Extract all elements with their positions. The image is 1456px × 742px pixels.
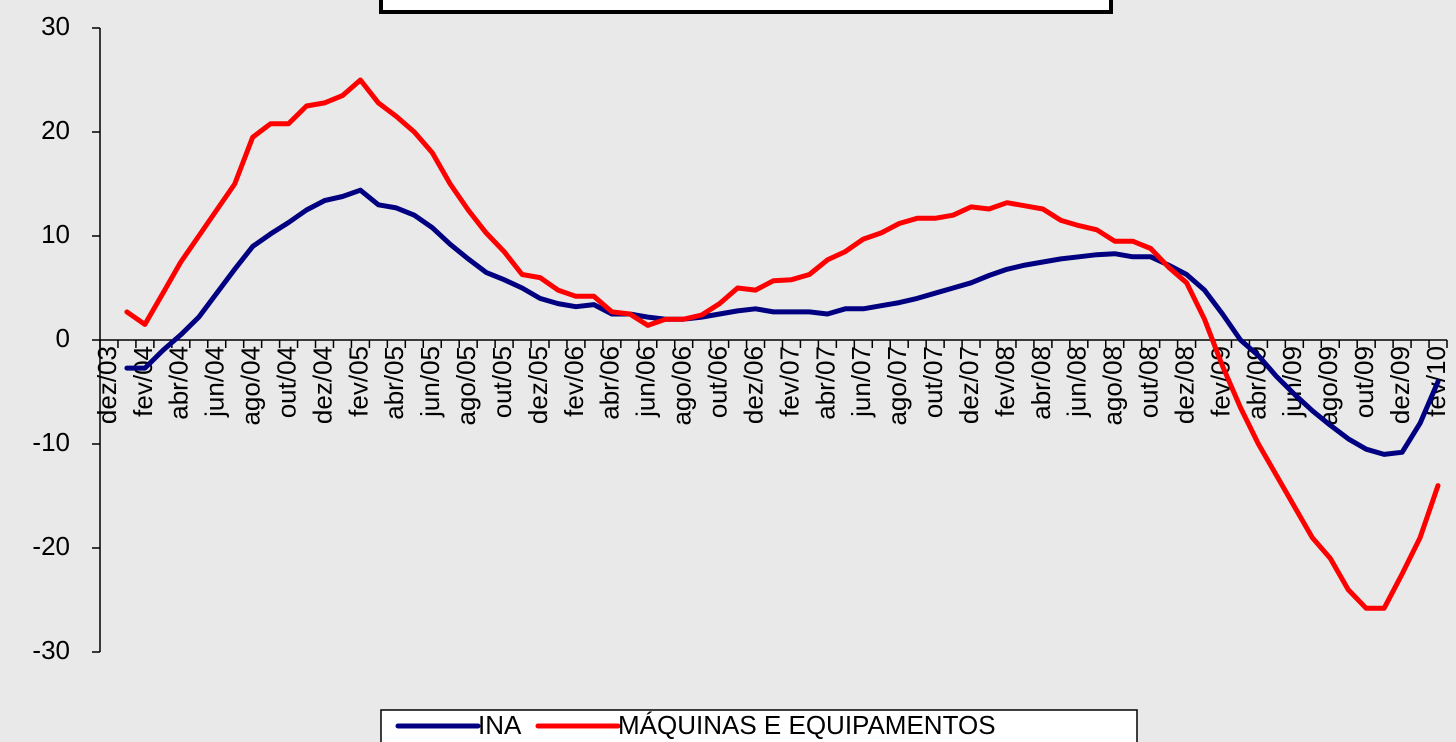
x-tick-label: fev/07 — [774, 346, 804, 417]
x-tick-label: ago/07 — [882, 346, 912, 426]
x-tick-label: jun/05 — [415, 346, 445, 418]
y-tick-label: 10 — [41, 219, 70, 249]
x-tick-label: fev/08 — [990, 346, 1020, 417]
x-tick-label: jun/04 — [200, 346, 230, 418]
x-tick-label: dez/08 — [1169, 346, 1199, 424]
x-tick-label: ago/05 — [451, 346, 481, 426]
x-tick-label: out/05 — [487, 346, 517, 418]
x-tick-label: abr/09 — [1241, 346, 1271, 420]
legend-label: INA — [478, 710, 522, 740]
x-tick-label: out/04 — [271, 346, 301, 418]
y-tick-label: -30 — [32, 635, 70, 665]
x-tick-label: out/06 — [702, 346, 732, 418]
x-tick-label: jun/06 — [631, 346, 661, 418]
x-tick-label: dez/09 — [1385, 346, 1415, 424]
x-tick-label: dez/05 — [523, 346, 553, 424]
x-tick-label: out/07 — [918, 346, 948, 418]
series-line — [124, 187, 1441, 457]
x-tick-label: fev/06 — [559, 346, 589, 417]
legend-box — [380, 709, 1138, 742]
x-tick-label: dez/04 — [307, 346, 337, 424]
x-tick-label: ago/04 — [236, 346, 266, 426]
x-tick-label: ago/08 — [1098, 346, 1128, 426]
x-tick-label: jun/08 — [1062, 346, 1092, 418]
y-tick-label: -10 — [32, 427, 70, 457]
x-tick-label: abr/04 — [164, 346, 194, 420]
y-tick-label: 0 — [56, 323, 70, 353]
x-tick-label: ago/06 — [667, 346, 697, 426]
x-tick-label: fev/05 — [343, 346, 373, 417]
x-tick-label: abr/08 — [1026, 346, 1056, 420]
x-tick-label: out/09 — [1349, 346, 1379, 418]
x-tick-label: dez/07 — [954, 346, 984, 424]
title-box — [379, 0, 1113, 14]
x-tick-label: abr/07 — [810, 346, 840, 420]
y-tick-label: 20 — [41, 115, 70, 145]
x-tick-label: dez/06 — [738, 346, 768, 424]
x-tick-label: abr/06 — [595, 346, 625, 420]
series-line — [124, 77, 1441, 611]
legend-label: MÁQUINAS E EQUIPAMENTOS — [618, 710, 996, 740]
x-tick-label: out/08 — [1134, 346, 1164, 418]
y-tick-label: -20 — [32, 531, 70, 561]
x-tick-label: dez/03 — [92, 346, 122, 424]
x-tick-label: abr/05 — [379, 346, 409, 420]
x-tick-label: jun/07 — [846, 346, 876, 418]
y-tick-label: 30 — [41, 11, 70, 41]
